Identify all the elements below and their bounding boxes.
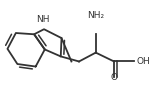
Text: O: O [110,73,117,82]
Text: OH: OH [136,57,150,66]
Text: NH: NH [36,15,49,24]
Text: NH₂: NH₂ [87,11,104,20]
